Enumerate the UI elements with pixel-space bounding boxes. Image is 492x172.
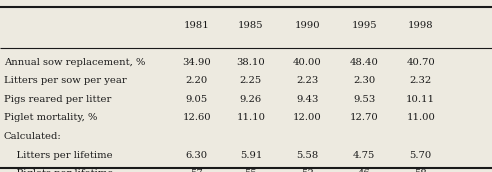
Text: 2.25: 2.25 — [240, 76, 262, 85]
Text: 1998: 1998 — [408, 21, 433, 30]
Text: 9.53: 9.53 — [353, 95, 375, 104]
Text: 5.58: 5.58 — [296, 150, 319, 159]
Text: 12.70: 12.70 — [350, 113, 378, 122]
Text: 5.70: 5.70 — [409, 150, 432, 159]
Text: 2.32: 2.32 — [409, 76, 432, 85]
Text: 40.00: 40.00 — [293, 58, 322, 67]
Text: 1990: 1990 — [295, 21, 320, 30]
Text: Annual sow replacement, %: Annual sow replacement, % — [4, 58, 145, 67]
Text: 1995: 1995 — [351, 21, 377, 30]
Text: 53: 53 — [301, 169, 314, 172]
Text: 9.05: 9.05 — [185, 95, 208, 104]
Text: 5.91: 5.91 — [240, 150, 262, 159]
Text: 40.70: 40.70 — [406, 58, 435, 67]
Text: 2.20: 2.20 — [185, 76, 208, 85]
Text: 1981: 1981 — [184, 21, 210, 30]
Text: 57: 57 — [190, 169, 203, 172]
Text: 9.26: 9.26 — [240, 95, 262, 104]
Text: 1985: 1985 — [238, 21, 264, 30]
Text: Calculated:: Calculated: — [4, 132, 61, 141]
Text: Litters per lifetime: Litters per lifetime — [4, 150, 113, 159]
Text: 11.10: 11.10 — [237, 113, 265, 122]
Text: 46: 46 — [358, 169, 370, 172]
Text: 12.00: 12.00 — [293, 113, 322, 122]
Text: 2.23: 2.23 — [296, 76, 319, 85]
Text: 9.43: 9.43 — [296, 95, 319, 104]
Text: 6.30: 6.30 — [186, 150, 208, 159]
Text: 11.00: 11.00 — [406, 113, 435, 122]
Text: 48.40: 48.40 — [350, 58, 378, 67]
Text: 12.60: 12.60 — [183, 113, 211, 122]
Text: Piglets per lifetime: Piglets per lifetime — [4, 169, 113, 172]
Text: Litters per sow per year: Litters per sow per year — [4, 76, 126, 85]
Text: 55: 55 — [245, 169, 257, 172]
Text: 58: 58 — [414, 169, 427, 172]
Text: 38.10: 38.10 — [237, 58, 265, 67]
Text: Piglet mortality, %: Piglet mortality, % — [4, 113, 97, 122]
Text: 34.90: 34.90 — [183, 58, 211, 67]
Text: Pigs reared per litter: Pigs reared per litter — [4, 95, 111, 104]
Text: 10.11: 10.11 — [406, 95, 435, 104]
Text: 4.75: 4.75 — [353, 150, 375, 159]
Text: 2.30: 2.30 — [353, 76, 375, 85]
